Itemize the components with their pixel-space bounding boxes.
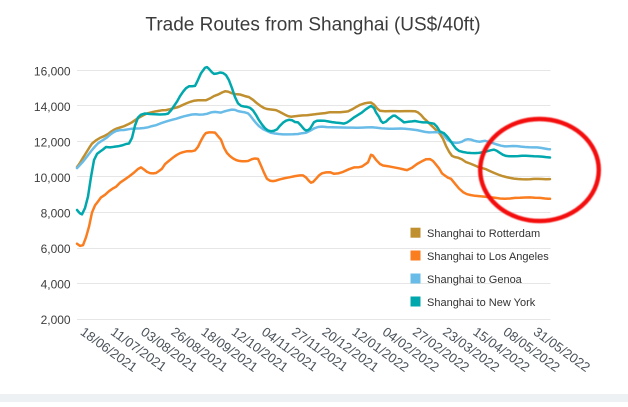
svg-text:8,000: 8,000 <box>41 206 71 220</box>
svg-text:Trade Routes from Shanghai (US: Trade Routes from Shanghai (US$/40ft) <box>145 15 480 36</box>
svg-text:Shanghai to Los Angeles: Shanghai to Los Angeles <box>427 251 549 263</box>
svg-text:Shanghai to Rotterdam: Shanghai to Rotterdam <box>427 228 540 240</box>
svg-text:16,000: 16,000 <box>34 64 71 78</box>
svg-text:2,000: 2,000 <box>41 313 71 327</box>
svg-text:6,000: 6,000 <box>41 242 71 256</box>
svg-text:14,000: 14,000 <box>34 100 71 114</box>
svg-text:4,000: 4,000 <box>41 277 71 291</box>
svg-text:12,000: 12,000 <box>34 135 71 149</box>
svg-text:Shanghai to New York: Shanghai to New York <box>427 297 536 309</box>
svg-text:Shanghai to Genoa: Shanghai to Genoa <box>427 274 523 286</box>
svg-text:10,000: 10,000 <box>34 171 71 185</box>
